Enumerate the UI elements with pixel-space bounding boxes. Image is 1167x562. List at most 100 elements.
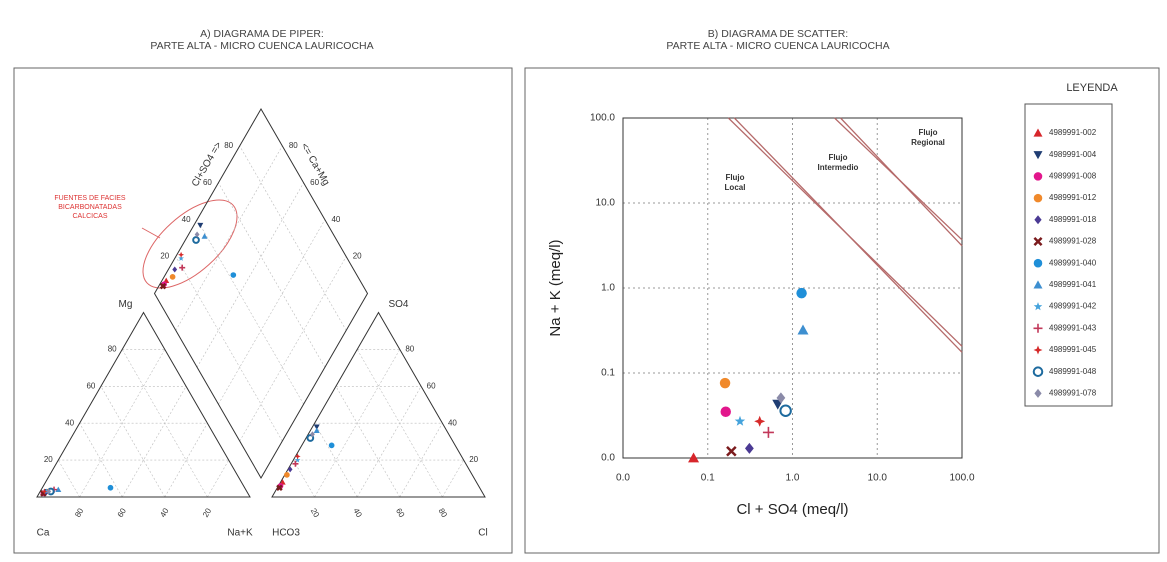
grid-line [335,386,401,498]
grid-line [293,459,315,498]
marker [1033,193,1043,203]
marker [294,457,301,463]
boundary-line [733,117,963,353]
axis-label: Cl [478,528,487,539]
legend-label: 4989991-018 [1049,215,1097,224]
y-axis-label: Na + K (meq/l) [547,239,564,336]
marker [744,442,754,454]
piper-subtitle: PARTE ALTA - MICRO CUENCA LAURICOCHA [150,40,373,52]
grid-line [196,219,304,405]
x-tick-label: 0.1 [701,473,715,484]
diamond [153,108,369,479]
scatter-title: B) DIAGRAMA DE SCATTER: [708,28,848,40]
marker [313,424,320,430]
marker [292,460,299,467]
tick-label: 80 [224,141,233,150]
marker [197,222,204,229]
legend-label: 4989991-012 [1049,193,1097,202]
marker [1034,215,1042,225]
grid-line [175,256,283,442]
marker [688,452,700,463]
legend-label: 4989991-042 [1049,302,1097,311]
annotation: BICARBONATADAS [58,204,122,211]
grid-line [239,145,347,331]
tick-label: 60 [310,178,319,187]
legend-label: 4989991-040 [1049,258,1097,267]
tick-label: 40 [65,418,74,427]
tick-label: 60 [394,507,407,520]
marker [201,233,208,239]
y-tick-label: 100.0 [590,113,615,124]
x-tick-label: 100.0 [949,473,974,484]
tick-label: 60 [427,381,436,390]
legend-label: 4989991-045 [1049,345,1097,354]
marker [294,453,301,460]
grid-line [196,182,304,368]
marker [107,484,114,491]
marker [776,392,786,404]
piper-title: A) DIAGRAMA DE PIPER: [200,28,324,40]
axis-label: Ca [37,528,50,539]
piper-frame [13,67,513,554]
marker [55,486,62,493]
region-label: Local [725,183,746,192]
marker [230,272,237,278]
legend-label: 4989991-002 [1049,128,1097,137]
marker [762,426,774,438]
legend-label: 4989991-043 [1049,323,1097,332]
grid-line [207,459,229,498]
plot-frame [622,117,963,459]
region-label: Flujo [725,173,744,182]
region-label: Flujo [918,128,937,137]
marker [734,415,746,426]
axis-label: Mg [119,299,133,310]
tick-label: 40 [331,215,340,224]
marker [1033,323,1043,333]
legend-title: LEYENDA [1066,82,1118,94]
axis-label: SO4 [388,299,408,310]
triangle [36,311,251,498]
marker [779,404,792,417]
y-tick-label: 0.0 [601,453,615,464]
marker [1033,237,1043,246]
marker [179,264,186,271]
tick-label: 20 [160,252,169,261]
tick-label: 20 [309,507,322,520]
x-tick-label: 0.0 [616,473,630,484]
marker [172,266,178,273]
marker [1033,258,1043,268]
tick-label: 80 [108,345,117,354]
marker [313,427,320,433]
triangle [271,311,486,498]
marker [1033,172,1043,181]
marker [1032,366,1044,377]
tick-label: 80 [437,507,450,520]
marker [46,488,52,495]
marker [796,287,807,299]
marker [1033,302,1043,311]
y-tick-label: 1.0 [601,283,615,294]
marker [41,488,48,495]
grid-line [218,219,326,405]
tick-label: 40 [182,215,191,224]
tick-label: 20 [44,455,53,464]
legend-label: 4989991-008 [1049,172,1097,181]
y-tick-label: 0.1 [601,368,615,379]
tick-label: 20 [353,252,362,261]
legend-label: 4989991-078 [1049,389,1097,398]
scatter-subtitle: PARTE ALTA - MICRO CUENCA LAURICOCHA [666,40,889,52]
boundary-line [840,117,963,247]
region-label: Intermedio [818,163,859,172]
x-tick-label: 10.0 [868,473,888,484]
grid-line [175,145,283,331]
x-axis-label: Cl + SO4 (meq/l) [736,501,848,518]
marker [720,406,731,417]
tick-label: 40 [158,506,171,519]
marker [726,445,737,457]
grid-line [239,256,347,442]
marker [284,472,290,478]
tick-label: 80 [289,141,298,150]
grid-line [58,459,80,498]
grid-line [356,386,422,498]
